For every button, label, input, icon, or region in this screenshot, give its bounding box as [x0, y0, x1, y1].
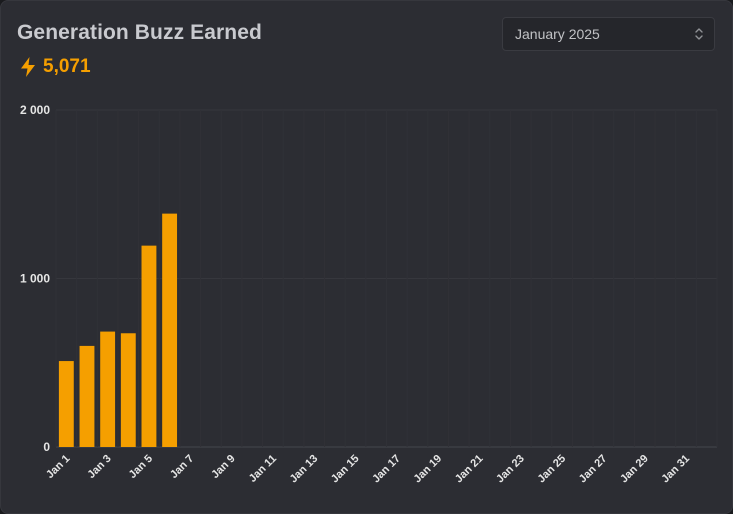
- bar-jan-5: [141, 245, 157, 447]
- x-tick-label: Jan 25: [535, 453, 568, 486]
- x-tick-label: Jan 13: [288, 453, 321, 486]
- x-tick-label: Jan 27: [577, 453, 610, 486]
- x-tick-label: Jan 29: [618, 453, 651, 486]
- bar-jan-6: [162, 213, 178, 447]
- lightning-bolt-icon: [19, 56, 37, 78]
- buzz-total-value: 5,071: [43, 56, 91, 77]
- x-tick-label: Jan 11: [247, 453, 279, 485]
- x-tick-label: Jan 19: [412, 453, 445, 486]
- x-tick-label: Jan 9: [209, 453, 237, 481]
- x-tick-label: Jan 5: [127, 453, 155, 481]
- y-tick-label: 0: [43, 440, 50, 454]
- month-select[interactable]: January 2025: [502, 17, 715, 51]
- x-tick-label: Jan 31: [659, 453, 692, 486]
- x-tick-label: Jan 3: [85, 453, 113, 481]
- y-tick-label: 2 000: [20, 103, 50, 117]
- x-tick-label: Jan 1: [44, 453, 72, 481]
- month-select-value: January 2025: [515, 26, 600, 42]
- bar-jan-2: [79, 345, 95, 447]
- y-tick-label: 1 000: [20, 272, 50, 286]
- x-tick-label: Jan 17: [370, 453, 403, 486]
- bar-jan-1: [58, 361, 74, 447]
- x-tick-label: Jan 15: [329, 453, 362, 486]
- x-tick-label: Jan 7: [168, 453, 196, 481]
- card-title: Generation Buzz Earned: [17, 21, 262, 44]
- bar-jan-3: [100, 331, 116, 447]
- chevron-up-down-icon: [694, 27, 704, 44]
- buzz-total: 5,071: [19, 56, 91, 78]
- x-tick-label: Jan 23: [494, 453, 527, 486]
- x-tick-label: Jan 21: [453, 453, 486, 486]
- bar-jan-4: [120, 333, 136, 447]
